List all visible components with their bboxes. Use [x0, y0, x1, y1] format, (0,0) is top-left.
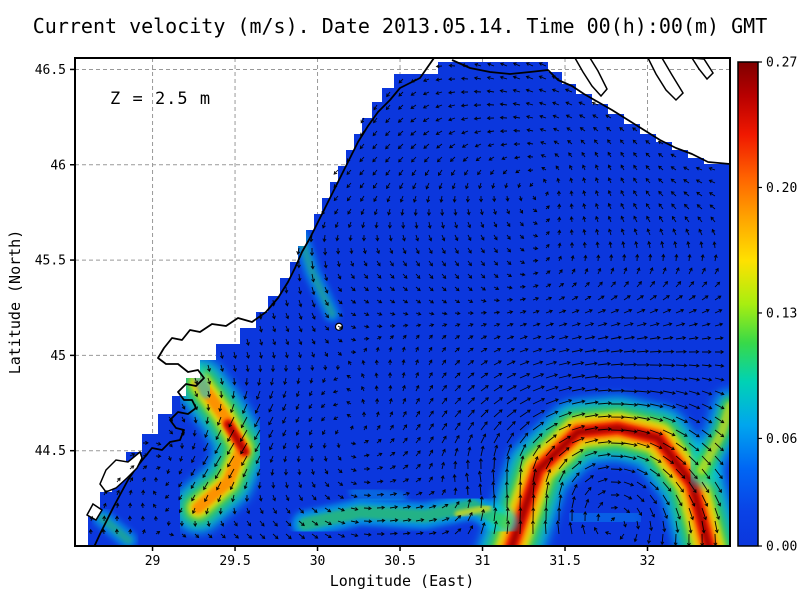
lake-outline	[574, 58, 608, 98]
y-tick-label: 46	[50, 158, 66, 173]
sea-area	[88, 62, 730, 546]
y-tick-label: 46.5	[35, 63, 66, 78]
coastline-path	[451, 59, 730, 165]
x-tick-label: 30	[310, 554, 326, 569]
colorbar-tick-label: 0.13	[766, 306, 797, 321]
x-tick-label: 31	[475, 554, 491, 569]
y-tick-label: 45	[50, 349, 66, 364]
colorbar-tick-label: 0.27	[766, 56, 797, 71]
x-tick-label: 31.5	[549, 554, 580, 569]
colorbar-tick-label: 0.06	[766, 432, 797, 447]
velocity-feature-eddy-arch	[502, 425, 717, 546]
lake-outline	[691, 58, 714, 81]
x-axis-label: Longitude (East)	[330, 572, 475, 590]
velocity-feature-east-edge-patch	[697, 401, 730, 475]
coastline-layer	[85, 58, 730, 546]
quiver-arrows	[88, 62, 725, 546]
colorbar-tick-label: 0.20	[766, 181, 797, 196]
x-tick-label: 29	[145, 554, 161, 569]
y-axis-label: Latitude (North)	[6, 230, 24, 375]
plot-border	[74, 57, 731, 547]
velocity-feature-danube-jet-core	[225, 421, 248, 455]
lake-outline	[85, 502, 104, 522]
colorbar-gradient	[737, 61, 759, 547]
colorbar-tick-label: 0.00	[766, 540, 797, 555]
velocity-feature-south-band-bright	[454, 504, 492, 518]
depth-annotation: Z = 2.5 m	[110, 89, 211, 109]
lake-outline	[647, 58, 684, 102]
colorbar: 0.27 0.20 0.13 0.06 0.00	[737, 56, 797, 555]
x-tick-label: 32	[640, 554, 656, 569]
y-tick-label: 44.5	[35, 444, 66, 459]
chart-title: Current velocity (m/s). Date 2013.05.14.…	[33, 14, 768, 38]
x-tick-label: 30.5	[384, 554, 415, 569]
current-direction-arrows	[88, 62, 725, 546]
sea-polygon	[88, 62, 730, 546]
x-tick-label: 29.5	[219, 554, 250, 569]
y-tick-label: 45.5	[35, 254, 66, 269]
velocity-feature-eddy-interior	[565, 495, 645, 540]
axes-frame: 29 29.5 30 30.5 31 31.5 32 44.5 45 45.5 46 46.5	[35, 57, 731, 569]
coastline-path	[93, 58, 435, 546]
